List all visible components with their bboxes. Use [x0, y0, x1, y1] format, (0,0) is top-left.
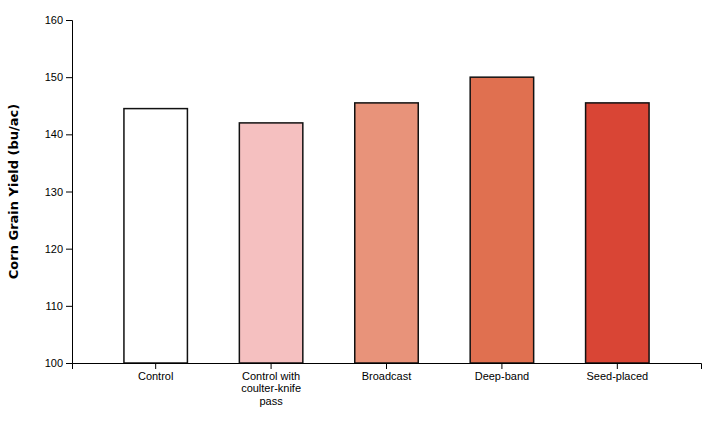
- x-tick-label: Control withcoulter-knifepass: [241, 370, 301, 407]
- y-tick-mark: [66, 249, 72, 250]
- x-tick-mark: [386, 363, 387, 369]
- bar: [586, 103, 649, 363]
- y-axis: 100 110 120 130 140 150 160: [45, 14, 73, 369]
- y-tick-label: 160: [45, 14, 63, 26]
- y-axis-line: [66, 21, 73, 364]
- y-tick-label: 140: [45, 128, 63, 140]
- bars: [124, 77, 649, 363]
- x-tick-label: Control: [138, 370, 173, 382]
- y-tick-mark: [66, 306, 72, 307]
- y-tick: 100: [45, 357, 72, 369]
- y-tick: 160: [45, 14, 72, 26]
- y-tick-mark: [66, 77, 72, 78]
- y-tick-mark: [66, 134, 72, 135]
- x-tick-mark: [155, 363, 156, 369]
- x-tick-label: Seed-placed: [586, 370, 648, 382]
- y-tick-label: 150: [45, 71, 63, 83]
- x-axis-line: [73, 364, 702, 370]
- y-tick-mark: [66, 20, 72, 21]
- chart-container: 100 110 120 130 140 150 160 Control Control with…: [0, 0, 721, 441]
- y-tick: 150: [45, 71, 72, 83]
- y-tick-label: 120: [45, 243, 63, 255]
- x-tick: Deep-band: [475, 363, 529, 382]
- x-tick-mark: [501, 363, 502, 369]
- plot-area: 100 110 120 130 140 150 160 Control Control with…: [45, 14, 702, 407]
- y-tick: 110: [45, 300, 72, 312]
- x-tick: Seed-placed: [586, 363, 648, 382]
- x-axis: Control Control withcoulter-knifepass Broa…: [73, 363, 702, 407]
- y-tick: 120: [45, 243, 72, 255]
- x-tick-label: Broadcast: [362, 370, 412, 382]
- bar: [470, 77, 533, 363]
- x-tick-mark: [271, 363, 272, 369]
- y-tick: 130: [45, 186, 72, 198]
- bar: [124, 109, 187, 363]
- x-tick-label: Deep-band: [475, 370, 529, 382]
- y-axis-title: Corn Grain Yield (bu/ac): [6, 104, 21, 279]
- x-tick: Broadcast: [362, 363, 412, 382]
- y-tick: 140: [45, 128, 72, 140]
- x-tick-mark: [617, 363, 618, 369]
- bar: [239, 123, 302, 363]
- chart-svg: 100 110 120 130 140 150 160 Control Control with…: [0, 0, 721, 441]
- y-tick-label: 100: [45, 357, 63, 369]
- y-tick-label: 110: [45, 300, 63, 312]
- y-tick-label: 130: [45, 186, 63, 198]
- bar: [355, 103, 418, 363]
- x-tick: Control: [138, 363, 173, 382]
- x-tick: Control withcoulter-knifepass: [241, 363, 301, 407]
- y-tick-mark: [66, 363, 72, 364]
- y-tick-mark: [66, 192, 72, 193]
